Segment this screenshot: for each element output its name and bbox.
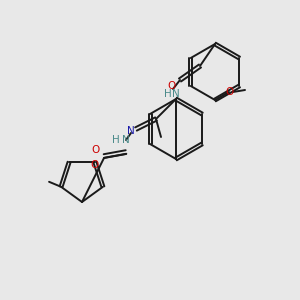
Text: O: O: [91, 160, 99, 170]
Text: N: N: [122, 135, 130, 145]
Text: N: N: [172, 89, 180, 99]
Text: O: O: [168, 81, 176, 91]
Text: O: O: [225, 87, 233, 97]
Text: H: H: [112, 135, 120, 145]
Text: O: O: [92, 145, 100, 155]
Text: H: H: [164, 89, 172, 99]
Text: N: N: [127, 126, 135, 136]
